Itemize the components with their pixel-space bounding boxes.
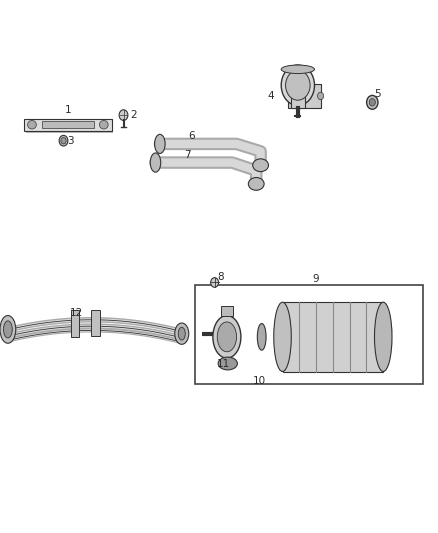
Bar xyxy=(91,310,100,336)
Bar xyxy=(221,306,233,316)
Ellipse shape xyxy=(218,357,237,370)
Ellipse shape xyxy=(253,159,268,172)
Ellipse shape xyxy=(150,153,161,172)
Bar xyxy=(283,302,383,372)
Text: 8: 8 xyxy=(217,272,224,282)
Bar xyxy=(383,326,391,348)
Ellipse shape xyxy=(0,316,16,343)
Ellipse shape xyxy=(211,278,219,287)
Bar xyxy=(288,84,321,108)
Ellipse shape xyxy=(155,134,165,154)
Ellipse shape xyxy=(281,65,314,74)
Ellipse shape xyxy=(286,70,310,100)
Ellipse shape xyxy=(175,323,189,344)
Ellipse shape xyxy=(374,302,392,372)
Ellipse shape xyxy=(281,65,314,106)
Text: 6: 6 xyxy=(188,131,195,141)
Text: 11: 11 xyxy=(217,359,230,368)
Bar xyxy=(275,326,283,348)
Bar xyxy=(195,285,423,384)
Bar xyxy=(42,121,94,128)
Ellipse shape xyxy=(61,138,66,144)
Text: 5: 5 xyxy=(374,90,381,99)
Text: 3: 3 xyxy=(67,136,74,146)
Ellipse shape xyxy=(367,95,378,109)
Ellipse shape xyxy=(4,321,12,338)
Text: 7: 7 xyxy=(184,150,191,159)
Text: 1: 1 xyxy=(64,106,71,115)
Ellipse shape xyxy=(178,327,185,340)
Ellipse shape xyxy=(258,324,266,350)
Text: 9: 9 xyxy=(312,274,319,284)
Ellipse shape xyxy=(318,92,324,100)
Ellipse shape xyxy=(274,302,291,372)
Ellipse shape xyxy=(248,177,264,190)
Bar xyxy=(26,121,113,133)
Text: 10: 10 xyxy=(253,376,266,386)
Text: 4: 4 xyxy=(267,91,274,101)
Bar xyxy=(291,92,305,108)
Text: 12: 12 xyxy=(70,309,83,318)
Ellipse shape xyxy=(213,316,241,358)
Bar xyxy=(24,119,112,131)
Ellipse shape xyxy=(59,135,68,146)
Bar xyxy=(71,310,79,337)
Ellipse shape xyxy=(99,120,108,129)
Ellipse shape xyxy=(119,110,128,120)
Ellipse shape xyxy=(369,99,375,106)
Ellipse shape xyxy=(28,120,36,129)
Text: 2: 2 xyxy=(130,110,137,120)
Ellipse shape xyxy=(217,322,237,352)
